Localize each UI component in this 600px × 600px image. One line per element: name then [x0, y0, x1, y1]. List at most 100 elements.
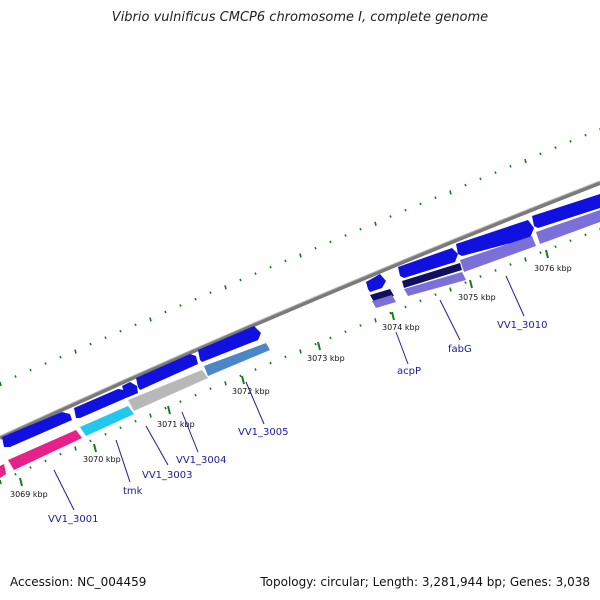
tick-mark — [269, 265, 272, 269]
accession-text: Accession: NC_004459 — [10, 575, 147, 589]
tick-mark — [194, 297, 197, 301]
tick-label: 3075 kbp — [458, 293, 496, 302]
tick-mark — [494, 171, 497, 174]
tick-label: 3071 kbp — [157, 420, 195, 429]
tick-mark — [509, 164, 512, 168]
tick-mark — [254, 368, 257, 371]
tick-mark — [269, 361, 272, 365]
gene-label: VV1_3003 — [142, 470, 193, 481]
cds-arrow — [136, 354, 198, 390]
tick-label: 3076 kbp — [534, 264, 572, 273]
tick-mark — [59, 355, 62, 359]
tick-mark — [299, 349, 302, 354]
tick-label: 3069 kbp — [10, 490, 48, 499]
cog-segment — [460, 236, 536, 272]
cds-arrow — [532, 194, 600, 228]
tick-mark — [149, 413, 152, 418]
tick-mark — [479, 275, 482, 278]
genome-summary-text: Topology: circular; Length: 3,281,944 bp… — [260, 575, 590, 589]
tick-mark — [314, 342, 317, 346]
tick-mark — [89, 439, 92, 443]
gene-label: VV1_3004 — [176, 455, 227, 466]
tick-mark — [14, 472, 17, 476]
tick-mark — [419, 202, 422, 206]
cds-arrow — [398, 248, 458, 278]
tick-mark — [404, 208, 407, 212]
tick-mark — [149, 317, 152, 322]
tick-label: 3070 kbp — [83, 455, 121, 464]
cog-segment — [80, 406, 134, 436]
tick-mark — [584, 233, 587, 237]
tick-mark — [389, 311, 392, 315]
tick-mark — [29, 368, 32, 372]
tick-mark — [74, 446, 77, 451]
tick-mark — [119, 329, 122, 333]
tick-mark — [209, 291, 212, 295]
outer-tick-track — [0, 128, 600, 387]
cog-category-track — [0, 210, 600, 478]
cds-arrow — [456, 220, 534, 256]
forward-cds-track — [2, 194, 600, 447]
cog-segment — [370, 289, 394, 302]
cog-segment — [372, 295, 396, 308]
tick-mark — [134, 419, 137, 423]
tick-mark — [44, 459, 47, 463]
kbp-ticks: 3069 kbp 3070 kbp 3071 kbp 3072 kbp 3073… — [10, 249, 572, 499]
genome-backbone — [0, 181, 600, 440]
tick-mark — [329, 336, 332, 340]
tick-mark — [134, 323, 137, 327]
tick-mark — [284, 355, 287, 359]
tick-mark — [539, 251, 542, 254]
tick-mark — [104, 336, 107, 340]
tick-mark — [464, 281, 467, 284]
tick-mark — [104, 432, 107, 436]
tick-mark — [329, 240, 332, 244]
tick-label: 3074 kbp — [382, 323, 420, 332]
tick-label: 3072 kbp — [232, 387, 270, 396]
genome-backbone-highlight — [0, 180, 600, 437]
gene-label: tmk — [123, 486, 143, 497]
tick-mark — [359, 324, 362, 327]
tick-mark — [314, 246, 317, 250]
cog-segment — [8, 430, 82, 470]
cog-segment — [204, 343, 270, 376]
tick-mark — [299, 253, 302, 258]
tick-mark — [14, 375, 17, 378]
tick-mark — [434, 293, 437, 297]
gene-label: VV1_3010 — [497, 320, 548, 331]
gene-label: VV1_3001 — [48, 514, 99, 525]
tick-mark — [419, 299, 422, 303]
tick-mark — [0, 479, 2, 485]
gene-leaders — [53, 275, 525, 511]
tick-mark — [164, 310, 167, 314]
tick-mark — [569, 140, 572, 143]
tick-mark — [359, 227, 362, 231]
inner-tick-track — [0, 228, 600, 485]
tick-mark — [284, 259, 287, 263]
cds-arrow — [74, 389, 126, 418]
tick-mark — [74, 349, 77, 354]
cog-segment — [402, 263, 462, 288]
tick-label: 3073 kbp — [307, 354, 345, 363]
tick-mark — [344, 234, 347, 237]
tick-mark — [374, 318, 377, 323]
tick-mark — [374, 221, 377, 226]
tick-mark — [554, 245, 557, 249]
cds-arrow — [366, 274, 386, 292]
tick-mark — [449, 190, 452, 195]
gene-labels: VV1_3001 tmk VV1_3003 VV1_3004 VV1_3005 … — [48, 320, 548, 525]
cds-arrow — [2, 412, 72, 447]
tick-mark — [59, 452, 62, 456]
tick-mark — [479, 177, 482, 181]
tick-mark — [449, 287, 452, 292]
tick-mark — [0, 381, 2, 387]
tick-mark — [89, 342, 92, 346]
gene-label: VV1_3005 — [238, 427, 289, 438]
tick-mark — [524, 257, 527, 262]
tick-mark — [209, 387, 212, 391]
cds-arrow — [122, 382, 138, 398]
tick-mark — [239, 278, 242, 282]
tick-mark — [509, 263, 512, 266]
